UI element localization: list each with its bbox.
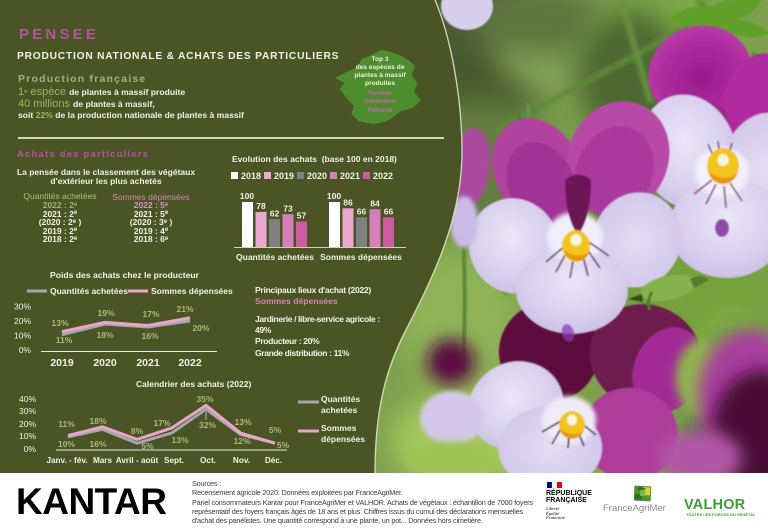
- svg-text:0%: 0%: [19, 345, 32, 355]
- svg-text:13%: 13%: [51, 318, 68, 328]
- svg-text:Quantités achetées: Quantités achetées: [50, 286, 128, 296]
- svg-text:10%: 10%: [58, 439, 75, 449]
- svg-text:18%: 18%: [96, 330, 113, 340]
- svg-text:35%: 35%: [196, 394, 213, 404]
- svg-text:11%: 11%: [56, 335, 73, 345]
- svg-text:86: 86: [343, 198, 353, 208]
- svg-text:2020: 2020: [307, 171, 327, 181]
- svg-text:Quantités achetées: Quantités achetées: [236, 252, 314, 262]
- svg-text:Nov.: Nov.: [233, 456, 250, 465]
- svg-text:100: 100: [327, 191, 341, 201]
- svg-text:84: 84: [370, 199, 380, 209]
- svg-text:2021: 2021: [136, 357, 160, 369]
- svg-text:achetées: achetées: [321, 405, 358, 415]
- svg-text:19%: 19%: [97, 308, 114, 318]
- svg-text:Sommes dépensées: Sommes dépensées: [151, 286, 233, 296]
- svg-text:73: 73: [283, 204, 293, 214]
- svg-text:30%: 30%: [14, 302, 31, 312]
- svg-text:0%: 0%: [24, 444, 37, 454]
- svg-text:Janv. - fév.: Janv. - fév.: [46, 456, 87, 465]
- svg-text:78: 78: [256, 201, 266, 211]
- svg-text:Quantités: Quantités: [321, 394, 360, 404]
- svg-text:Sommes: Sommes: [321, 423, 357, 433]
- svg-text:13%: 13%: [234, 417, 251, 427]
- svg-text:8%: 8%: [131, 426, 144, 436]
- svg-text:66: 66: [384, 207, 394, 217]
- svg-text:2021: 2021: [340, 171, 360, 181]
- svg-text:10%: 10%: [14, 331, 31, 341]
- svg-text:20%: 20%: [14, 316, 31, 326]
- svg-text:2019: 2019: [274, 171, 294, 181]
- svg-text:11%: 11%: [58, 419, 75, 429]
- svg-text:17%: 17%: [153, 418, 170, 428]
- svg-text:dépensées: dépensées: [321, 434, 365, 444]
- svg-text:40%: 40%: [19, 394, 36, 404]
- svg-text:2020: 2020: [93, 357, 117, 369]
- svg-text:16%: 16%: [89, 439, 106, 449]
- svg-text:16%: 16%: [141, 331, 158, 341]
- svg-text:Sept.: Sept.: [164, 456, 184, 465]
- svg-text:20%: 20%: [19, 419, 36, 429]
- svg-text:30%: 30%: [19, 406, 36, 416]
- svg-text:5%: 5%: [277, 440, 290, 450]
- svg-text:5%: 5%: [269, 425, 282, 435]
- svg-text:21%: 21%: [176, 304, 193, 314]
- svg-text:13%: 13%: [171, 435, 188, 445]
- svg-text:2019: 2019: [50, 357, 74, 369]
- svg-text:20%: 20%: [192, 323, 209, 333]
- svg-text:2018: 2018: [241, 171, 261, 181]
- svg-text:2022: 2022: [178, 357, 202, 369]
- svg-text:Déc.: Déc.: [265, 456, 282, 465]
- svg-text:66: 66: [357, 207, 367, 217]
- svg-text:17%: 17%: [142, 309, 159, 319]
- svg-text:5%: 5%: [141, 441, 154, 451]
- svg-text:10%: 10%: [19, 431, 36, 441]
- svg-text:Avril - août: Avril - août: [116, 456, 159, 465]
- svg-text:62: 62: [270, 209, 280, 219]
- svg-text:57: 57: [297, 211, 307, 221]
- svg-text:Mars: Mars: [93, 456, 113, 465]
- svg-text:32%: 32%: [199, 420, 216, 430]
- svg-text:Sommes dépensées: Sommes dépensées: [320, 252, 402, 262]
- svg-text:12%: 12%: [233, 436, 250, 446]
- svg-text:18%: 18%: [89, 416, 106, 426]
- svg-text:100: 100: [240, 191, 254, 201]
- svg-text:2022: 2022: [373, 171, 393, 181]
- svg-text:Oct.: Oct.: [200, 456, 216, 465]
